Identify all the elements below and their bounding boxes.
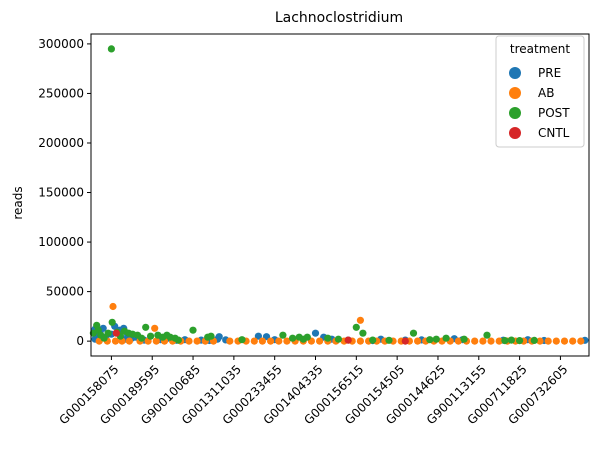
point-ab-2 xyxy=(109,302,117,311)
point-cntl-2 xyxy=(401,337,409,345)
chart-title: Lachnoclostridium xyxy=(275,10,403,26)
point-ab-58 xyxy=(552,337,560,345)
point-ab-60 xyxy=(569,337,577,345)
point-cntl-1 xyxy=(344,336,352,344)
point-post-47 xyxy=(530,336,538,344)
legend-marker-ab xyxy=(509,87,521,99)
point-ab-56 xyxy=(536,337,544,345)
x-axis: G000158075G000189595G900100685G001311035… xyxy=(56,356,571,427)
data-points xyxy=(89,45,589,345)
point-post-46 xyxy=(516,337,524,345)
point-ab-59 xyxy=(560,337,569,345)
point-ab-13 xyxy=(185,337,193,345)
point-post-4 xyxy=(100,334,108,342)
point-post-43 xyxy=(483,331,491,339)
legend-marker-cntl xyxy=(509,127,521,139)
point-ab-61 xyxy=(577,337,585,345)
point-post-33 xyxy=(334,335,342,343)
point-ab-21 xyxy=(258,337,266,345)
y-tick-label-250000: 250000 xyxy=(38,86,84,100)
point-ab-49 xyxy=(479,337,487,345)
point-post-34 xyxy=(352,323,360,331)
point-ab-41 xyxy=(414,337,422,345)
point-ab-46 xyxy=(454,337,462,345)
point-ab-23 xyxy=(275,337,283,345)
y-axis: 0 50000 100000 150000 200000 250000 300000 xyxy=(38,37,91,348)
y-tick-label-100000: 100000 xyxy=(38,235,84,249)
point-cntl-0 xyxy=(112,329,120,337)
y-tick-label-150000: 150000 xyxy=(38,186,84,200)
point-post-41 xyxy=(442,334,450,342)
point-post-35 xyxy=(359,329,367,337)
point-pre-27 xyxy=(311,329,320,337)
legend-label-cntl: CNTL xyxy=(538,126,570,140)
legend-marker-post xyxy=(509,107,521,119)
legend-title: treatment xyxy=(510,42,570,56)
y-axis-label: reads xyxy=(11,186,25,219)
point-post-6 xyxy=(107,45,115,53)
point-post-27 xyxy=(279,331,287,339)
point-post-38 xyxy=(409,329,418,337)
point-ab-48 xyxy=(471,337,479,345)
point-ab-3 xyxy=(111,337,120,345)
point-ab-5 xyxy=(125,337,133,345)
point-post-42 xyxy=(460,335,468,343)
legend-entries: PRE AB POST CNTL xyxy=(509,66,570,140)
legend-box xyxy=(495,35,585,148)
point-ab-28 xyxy=(316,337,324,345)
point-post-28 xyxy=(289,334,297,342)
point-post-26 xyxy=(238,336,246,344)
point-ab-57 xyxy=(544,337,552,345)
point-post-45 xyxy=(507,336,515,344)
y-tick-label-300000: 300000 xyxy=(38,37,84,51)
point-post-36 xyxy=(369,336,377,344)
point-ab-9 xyxy=(152,337,160,345)
point-post-22 xyxy=(174,336,182,344)
point-post-32 xyxy=(324,334,332,342)
point-pre-24 xyxy=(254,332,262,340)
y-tick-label-0: 0 xyxy=(76,334,84,348)
legend-label-post: POST xyxy=(538,106,570,120)
point-ab-34 xyxy=(356,337,364,345)
point-post-5 xyxy=(104,329,112,337)
point-post-15 xyxy=(142,323,150,331)
point-post-16 xyxy=(147,332,155,340)
point-ab-24 xyxy=(283,337,291,345)
point-ab-8 xyxy=(151,324,159,332)
point-post-40 xyxy=(432,335,440,343)
legend: treatment PRE AB POST CNTL xyxy=(495,35,585,148)
point-ab-20 xyxy=(250,337,258,345)
point-post-23 xyxy=(189,326,197,334)
y-tick-label-200000: 200000 xyxy=(38,136,84,150)
point-post-39 xyxy=(426,336,434,344)
point-ab-33 xyxy=(356,316,364,324)
point-ab-50 xyxy=(487,337,495,345)
legend-label-pre: PRE xyxy=(538,66,561,80)
point-post-31 xyxy=(303,333,311,341)
point-ab-51 xyxy=(495,337,503,345)
plot-frame xyxy=(90,33,590,357)
point-post-7 xyxy=(108,318,116,326)
legend-label-ab: AB xyxy=(538,86,554,100)
y-tick-label-50000: 50000 xyxy=(46,285,84,299)
point-ab-22 xyxy=(267,337,275,345)
point-ab-14 xyxy=(193,337,201,345)
point-pre-22 xyxy=(215,333,223,341)
point-post-44 xyxy=(501,337,509,345)
point-post-14 xyxy=(138,334,146,342)
legend-marker-pre xyxy=(509,67,521,79)
point-post-37 xyxy=(385,336,393,344)
point-post-25 xyxy=(207,332,215,340)
point-ab-17 xyxy=(226,337,234,345)
